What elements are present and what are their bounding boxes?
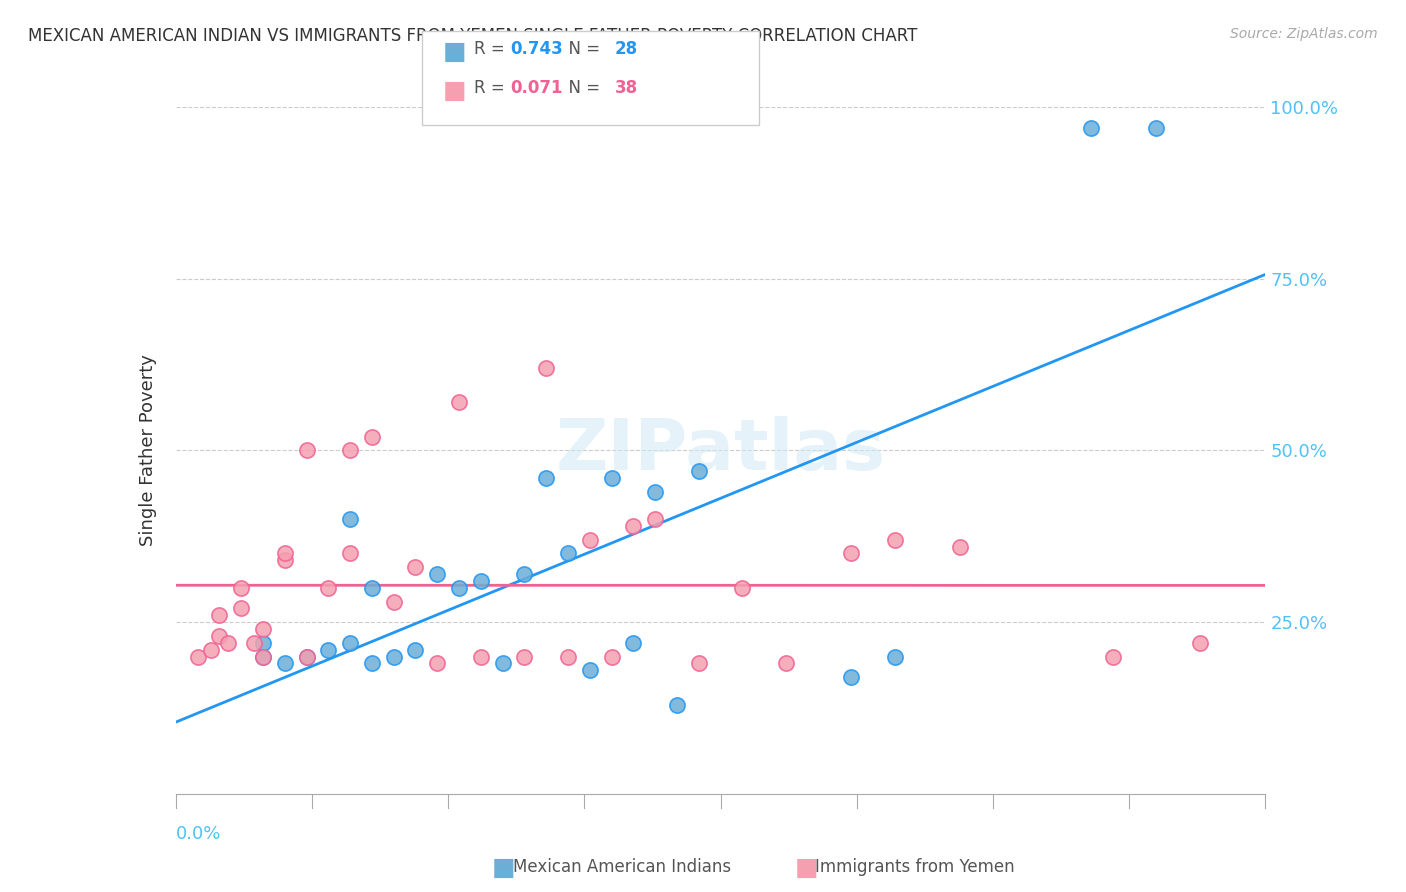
Point — [621, 519, 644, 533]
Point — [1189, 636, 1212, 650]
Point — [841, 670, 863, 684]
Point — [1144, 120, 1167, 135]
Text: Mexican American Indians: Mexican American Indians — [513, 858, 731, 876]
Y-axis label: Single Father Poverty: Single Father Poverty — [139, 354, 157, 547]
Point — [339, 546, 361, 561]
Point — [208, 629, 231, 643]
Point — [231, 601, 253, 615]
Point — [688, 464, 710, 478]
Text: 0.071: 0.071 — [510, 79, 562, 97]
Text: Immigrants from Yemen: Immigrants from Yemen — [815, 858, 1015, 876]
Point — [534, 471, 557, 485]
Point — [534, 361, 557, 376]
Text: 28: 28 — [614, 40, 637, 58]
Text: ■: ■ — [794, 856, 818, 880]
Point — [644, 484, 666, 499]
Point — [274, 657, 297, 671]
Point — [666, 698, 689, 712]
Point — [339, 443, 361, 458]
Point — [360, 581, 382, 595]
Point — [318, 642, 340, 657]
Point — [1102, 649, 1125, 664]
Point — [775, 657, 797, 671]
Point — [217, 636, 239, 650]
Point — [252, 622, 274, 636]
Text: ZIPatlas: ZIPatlas — [555, 416, 886, 485]
Point — [447, 395, 470, 409]
Text: N =: N = — [558, 79, 606, 97]
Point — [644, 512, 666, 526]
Point — [339, 636, 361, 650]
Text: 0.743: 0.743 — [510, 40, 564, 58]
Point — [382, 649, 405, 664]
Point — [200, 642, 222, 657]
Point — [513, 649, 536, 664]
Point — [579, 533, 602, 547]
Point — [470, 649, 492, 664]
Text: ■: ■ — [492, 856, 516, 880]
Point — [243, 636, 266, 650]
Point — [252, 649, 274, 664]
Point — [600, 649, 623, 664]
Text: ■: ■ — [443, 79, 467, 103]
Point — [295, 649, 318, 664]
Point — [1080, 120, 1102, 135]
Point — [688, 657, 710, 671]
Point — [405, 642, 427, 657]
Point — [470, 574, 492, 588]
Point — [252, 649, 274, 664]
Point — [426, 657, 449, 671]
Point — [557, 649, 579, 664]
Point — [426, 567, 449, 582]
Point — [186, 649, 209, 664]
Point — [884, 533, 907, 547]
Point — [274, 553, 297, 567]
Point — [208, 608, 231, 623]
Point — [382, 594, 405, 608]
Point — [405, 560, 427, 574]
Point — [318, 581, 340, 595]
Text: R =: R = — [474, 79, 510, 97]
Text: 38: 38 — [614, 79, 637, 97]
Text: R =: R = — [474, 40, 510, 58]
Point — [557, 546, 579, 561]
Point — [274, 546, 297, 561]
Point — [339, 512, 361, 526]
Point — [884, 649, 907, 664]
Point — [841, 546, 863, 561]
Text: N =: N = — [558, 40, 606, 58]
Point — [579, 663, 602, 677]
Point — [295, 649, 318, 664]
Text: ■: ■ — [443, 40, 467, 64]
Point — [513, 567, 536, 582]
Point — [949, 540, 972, 554]
Point — [492, 657, 515, 671]
Point — [295, 443, 318, 458]
Text: Source: ZipAtlas.com: Source: ZipAtlas.com — [1230, 27, 1378, 41]
Point — [231, 581, 253, 595]
Point — [447, 581, 470, 595]
Point — [360, 430, 382, 444]
Text: 0.0%: 0.0% — [176, 825, 221, 843]
Point — [731, 581, 754, 595]
Point — [600, 471, 623, 485]
Point — [621, 636, 644, 650]
Point — [252, 636, 274, 650]
Point — [360, 657, 382, 671]
Text: MEXICAN AMERICAN INDIAN VS IMMIGRANTS FROM YEMEN SINGLE FATHER POVERTY CORRELATI: MEXICAN AMERICAN INDIAN VS IMMIGRANTS FR… — [28, 27, 918, 45]
